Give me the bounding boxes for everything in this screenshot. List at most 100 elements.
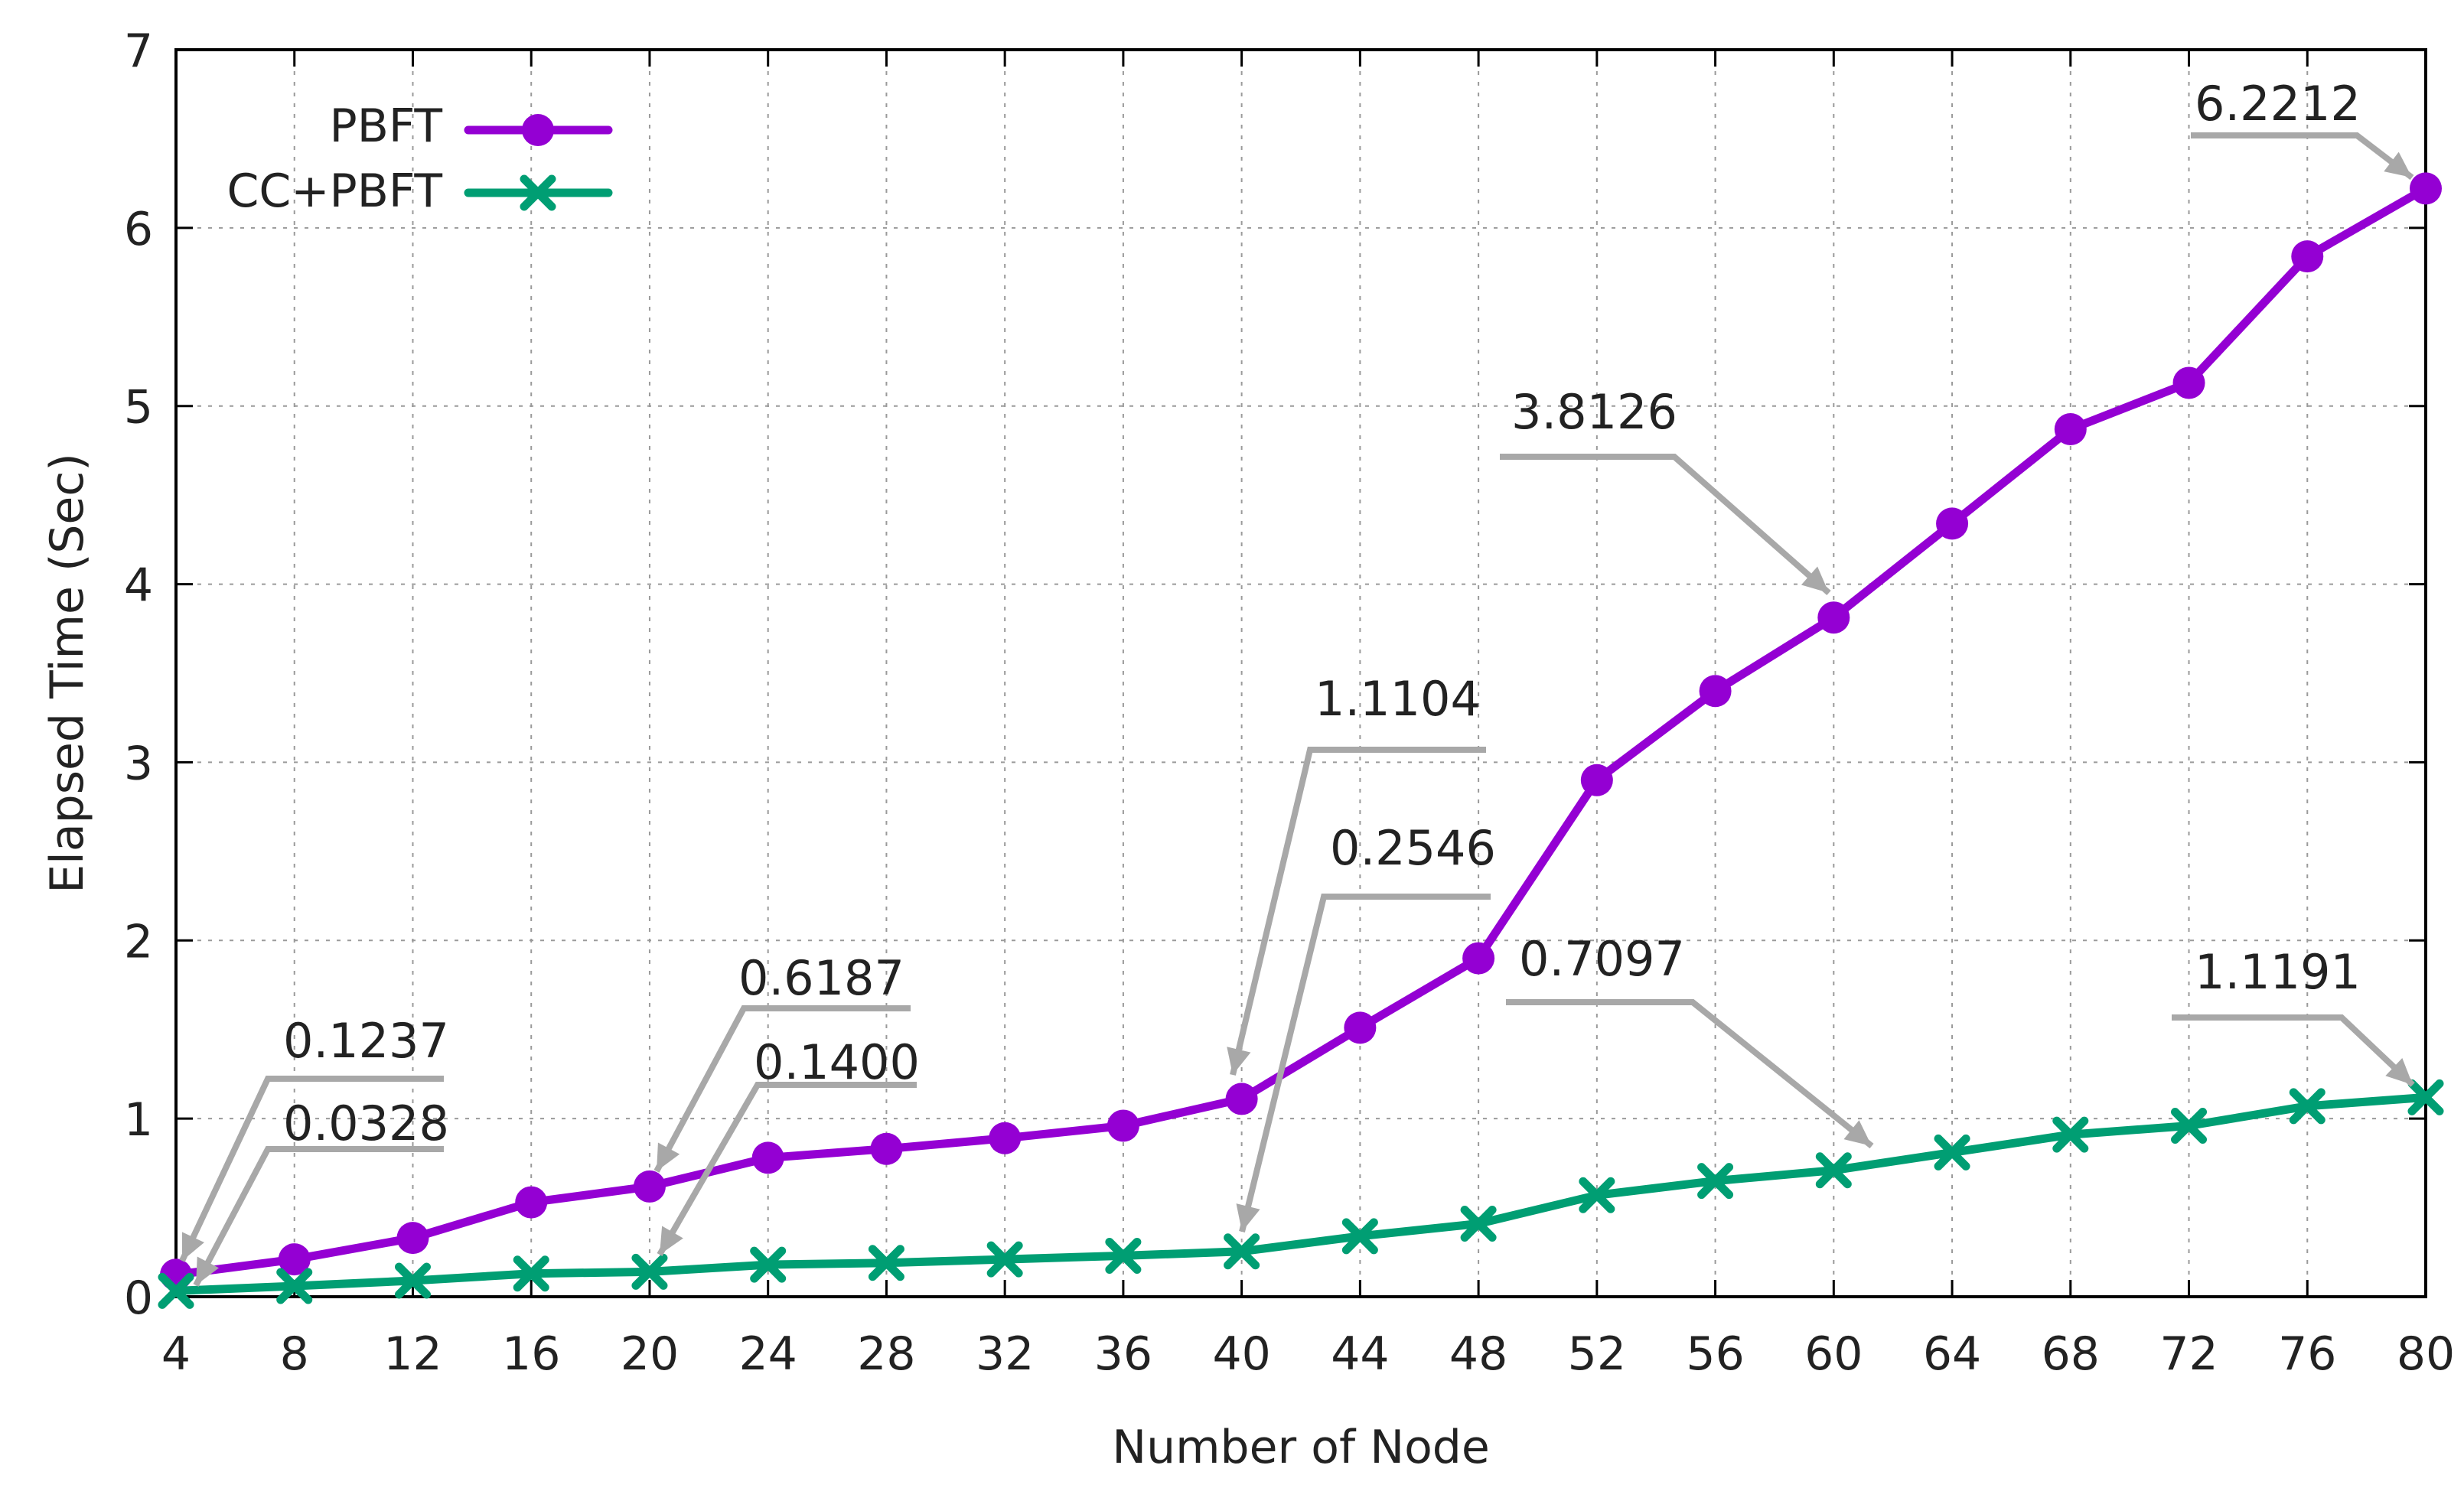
annotation-label: 6.2212 (2195, 76, 2361, 132)
series-point (1699, 675, 1732, 708)
x-tick-labels: 4 8 12 16 20 24 28 32 36 40 44 48 52 56 60 64 68 72 76 80 (161, 1327, 2455, 1381)
x-tick-label: 68 (2042, 1327, 2100, 1381)
grid (176, 50, 2426, 1297)
series-point (1697, 1163, 1734, 1200)
annotation-label: 0.2546 (1330, 820, 1496, 876)
annotation: 0.0328 (193, 1096, 449, 1287)
annotation-arrow (2172, 1014, 2415, 1087)
annotation-arrow (179, 1076, 444, 1262)
annotation: 1.1191 (2172, 944, 2415, 1087)
y-tick-labels: 0 1 2 3 4 5 6 7 (124, 24, 153, 1325)
annotation-label: 0.6187 (738, 950, 904, 1006)
annotation: 0.6187 (653, 950, 911, 1173)
series-point (2407, 1079, 2444, 1115)
annotation: 0.7097 (1506, 931, 1874, 1149)
series-point (515, 1186, 548, 1219)
series-point (868, 1245, 904, 1281)
x-tick-label: 60 (1804, 1327, 1863, 1381)
annotation-label: 1.1191 (2195, 944, 2361, 1000)
annotation-label: 0.1237 (283, 1013, 449, 1069)
legend-label: PBFT (330, 99, 443, 153)
series-point (1934, 1134, 1970, 1171)
legend-label: CC+PBFT (227, 164, 442, 218)
annotation-arrowhead (1227, 1047, 1251, 1075)
y-tick-label: 6 (124, 203, 153, 256)
annotation-arrow (653, 1005, 911, 1173)
annotation-label: 1.1104 (1315, 671, 1481, 727)
annotation-arrowhead (2384, 151, 2412, 177)
annotation-arrow (1239, 894, 1491, 1232)
series-point (1580, 764, 1613, 796)
series-point (513, 1255, 549, 1292)
series-point (631, 1253, 668, 1290)
legend: PBFT CC+PBFT (227, 99, 613, 218)
series-point (2054, 412, 2087, 445)
x-tick-label: 12 (383, 1327, 442, 1381)
series-point (1344, 1011, 1377, 1044)
annotation-label: 0.7097 (1519, 931, 1685, 987)
axis-ticks (174, 48, 2427, 1298)
legend-item-cc-pbft: CC+PBFT (227, 164, 613, 218)
series-point (986, 1241, 1023, 1278)
series-point (276, 1268, 313, 1304)
series-line (171, 1092, 2430, 1295)
series-point (522, 114, 554, 146)
series-point (396, 1222, 429, 1255)
annotation-arrowhead (660, 1226, 683, 1255)
series-point (870, 1132, 903, 1165)
series-point (1341, 1218, 1378, 1255)
annotation-arrow (193, 1146, 444, 1287)
x-tick-label: 32 (976, 1327, 1034, 1381)
series-point (2291, 240, 2324, 273)
series-cc-pbft (158, 1079, 2444, 1309)
annotation-arrow (1500, 454, 1831, 596)
annotation-arrowhead (657, 1142, 680, 1171)
annotation-label: 3.8126 (1511, 384, 1677, 440)
annotation-label: 0.1400 (754, 1034, 920, 1090)
series-point (520, 174, 556, 211)
series-point (751, 1141, 784, 1174)
series-point (2172, 366, 2205, 399)
annotation-arrowhead (1801, 566, 1829, 593)
y-tick-label: 7 (124, 24, 153, 78)
y-tick-label: 1 (124, 1093, 153, 1147)
series-point (1107, 1109, 1139, 1142)
series-point (2289, 1088, 2325, 1125)
annotation-label: 0.0328 (283, 1096, 449, 1151)
y-tick-label: 3 (124, 737, 153, 790)
x-tick-label: 52 (1568, 1327, 1626, 1381)
annotation: 0.1237 (179, 1013, 449, 1262)
series-point (2410, 172, 2442, 205)
annotation-arrowhead (182, 1232, 204, 1261)
series-point (989, 1122, 1022, 1154)
series-point (1224, 1233, 1260, 1270)
series-pbft (160, 172, 2442, 1291)
plot-frame (174, 48, 2427, 1298)
legend-item-pbft: PBFT (330, 99, 613, 153)
annotation-arrowhead (196, 1256, 220, 1285)
x-tick-label: 36 (1094, 1327, 1152, 1381)
x-tick-label: 64 (1923, 1327, 1981, 1381)
series-point (1462, 942, 1495, 975)
x-tick-label: 44 (1331, 1327, 1389, 1381)
series-point (158, 1272, 194, 1309)
y-tick-label: 2 (124, 915, 153, 969)
annotation-arrowhead (1843, 1120, 1872, 1146)
annotation: 1.1104 (1227, 671, 1486, 1076)
series-point (2052, 1116, 2089, 1153)
series-point (1105, 1237, 1142, 1274)
series-layer (158, 172, 2444, 1309)
annotation-arrow (1230, 747, 1486, 1076)
x-tick-label: 56 (1686, 1327, 1744, 1381)
series-point (750, 1246, 787, 1283)
series-point (278, 1243, 311, 1276)
series-line (171, 184, 2430, 1279)
x-tick-label: 72 (2159, 1327, 2218, 1381)
x-tick-label: 8 (280, 1327, 309, 1381)
x-tick-label: 24 (739, 1327, 797, 1381)
x-tick-label: 40 (1212, 1327, 1270, 1381)
x-tick-label: 16 (502, 1327, 560, 1381)
annotation-arrow (1506, 999, 1874, 1149)
series-point (1817, 601, 1850, 634)
